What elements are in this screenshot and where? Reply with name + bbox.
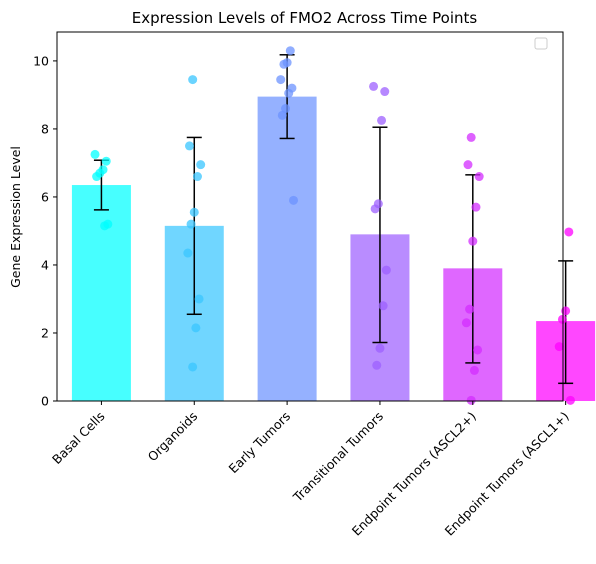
bars-layer — [71, 96, 596, 402]
points-layer — [90, 46, 575, 405]
chart-title: Expression Levels of FMO2 Across Time Po… — [132, 9, 478, 27]
data-point — [381, 265, 391, 275]
data-point — [466, 395, 476, 405]
data-point — [469, 365, 479, 375]
data-point — [277, 110, 287, 120]
data-point — [564, 227, 574, 237]
y-tick-label: 8 — [41, 121, 49, 136]
data-point — [281, 104, 291, 114]
y-tick-label: 0 — [41, 394, 49, 409]
x-tick-label: Early Tumors — [226, 409, 294, 477]
data-point — [188, 362, 198, 372]
bar — [257, 96, 317, 402]
axes-frame — [56, 31, 564, 402]
legend-box — [534, 37, 548, 50]
data-point — [289, 195, 299, 205]
data-point — [468, 236, 478, 246]
x-tick-label: Basal Cells — [49, 409, 108, 468]
data-point — [369, 81, 379, 91]
data-point — [92, 172, 102, 182]
x-ticks: Basal Cells Organoids Early TumorsTransiti… — [49, 401, 572, 539]
data-point — [285, 46, 295, 56]
data-point — [101, 156, 111, 166]
data-point — [474, 172, 484, 182]
data-point — [473, 345, 483, 355]
y-tick-label: 10 — [33, 53, 49, 68]
data-point — [380, 87, 390, 97]
data-point — [279, 59, 289, 69]
data-point — [377, 115, 387, 125]
x-tick-label: Transitional Tumors — [289, 409, 386, 506]
data-point — [90, 149, 100, 159]
data-point — [188, 75, 198, 85]
data-point — [461, 318, 471, 328]
y-axis-label: Gene Expression Level — [8, 146, 23, 288]
data-point — [196, 160, 206, 170]
data-point — [184, 141, 194, 151]
data-point — [372, 360, 382, 370]
bar — [71, 185, 131, 401]
data-point — [463, 160, 473, 170]
data-point — [194, 294, 204, 304]
data-point — [465, 304, 475, 314]
x-tick-label: Organoids — [145, 409, 201, 465]
data-point — [471, 202, 481, 212]
data-point — [100, 221, 110, 231]
data-point — [276, 75, 286, 85]
data-point — [183, 248, 193, 258]
data-point — [557, 314, 567, 324]
data-point — [378, 301, 388, 311]
data-point — [561, 306, 571, 316]
data-point — [554, 342, 564, 352]
data-point — [375, 343, 385, 353]
data-point — [186, 219, 196, 229]
data-point — [284, 88, 294, 98]
data-point — [191, 323, 201, 333]
y-tick-label: 2 — [41, 325, 49, 340]
y-tick-label: 6 — [41, 189, 49, 204]
data-point — [466, 132, 476, 142]
y-tick-label: 4 — [41, 257, 49, 272]
data-point — [189, 207, 199, 217]
data-point — [565, 395, 575, 405]
y-ticks: 0 2 4 6 8 10 — [33, 53, 57, 409]
data-point — [370, 204, 380, 214]
data-point — [192, 172, 202, 182]
